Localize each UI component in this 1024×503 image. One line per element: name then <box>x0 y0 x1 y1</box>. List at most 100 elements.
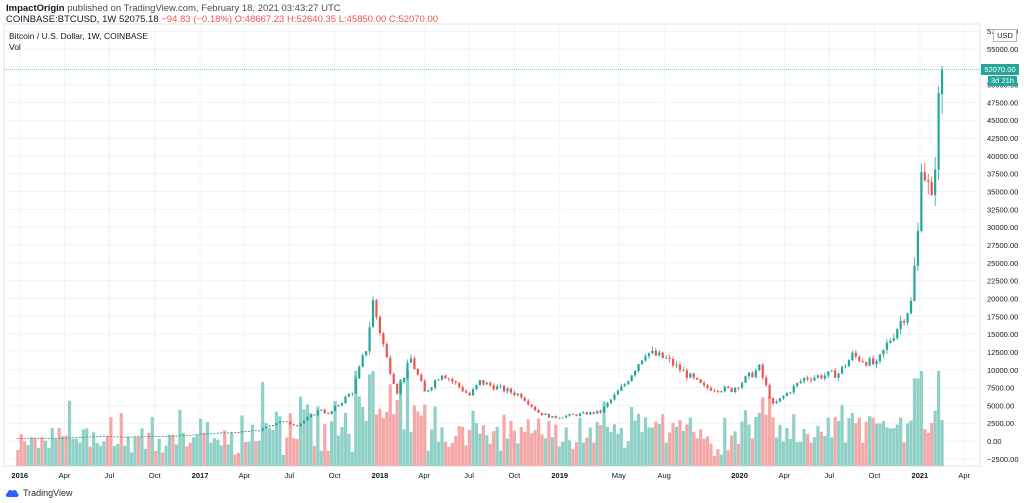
candle-body <box>568 414 571 416</box>
volume-bar <box>516 443 520 466</box>
candle-body <box>785 392 788 396</box>
candle-body <box>461 387 464 392</box>
volume-bar <box>785 428 789 466</box>
volume-bar <box>354 371 358 466</box>
legend-title[interactable]: Bitcoin / U.S. Dollar, 1W, COINBASE <box>9 31 148 41</box>
volume-bar <box>230 432 234 466</box>
volume-bar <box>647 427 651 466</box>
footer-brand[interactable]: TradingView <box>4 487 73 499</box>
candle-body <box>316 410 319 416</box>
candle-body <box>247 431 250 432</box>
candle-body <box>775 401 778 404</box>
x-tick-label: Aug <box>658 471 671 480</box>
volume-bar <box>505 438 510 466</box>
volume-bar <box>761 397 765 466</box>
volume-bar <box>343 412 348 466</box>
volume-bar <box>771 417 775 466</box>
price-scale[interactable]: 57500.0055000.0052500.0050000.0047500.00… <box>987 27 1019 464</box>
volume-bar <box>736 443 741 466</box>
candle-body <box>534 406 537 411</box>
candle-body <box>178 435 181 436</box>
candle-body <box>361 355 364 367</box>
volume-legend-label[interactable]: Vol <box>9 42 21 52</box>
volume-bar <box>85 428 89 466</box>
candle-body <box>206 433 209 435</box>
candle-body <box>768 385 771 399</box>
candle-body <box>675 364 678 366</box>
candle-body <box>378 316 382 334</box>
candle-body <box>102 435 106 437</box>
candle-body <box>216 432 219 434</box>
volume-bar <box>636 413 641 466</box>
volume-bar <box>923 428 927 466</box>
volume-bar <box>874 423 879 466</box>
candle-body <box>516 393 519 396</box>
candle-body <box>916 231 920 266</box>
candle-body <box>147 436 150 437</box>
candle-body <box>747 372 751 377</box>
currency-badge[interactable]: USD <box>993 29 1017 42</box>
volume-bar <box>105 435 110 466</box>
volume-bar <box>292 438 296 466</box>
candle-body <box>51 437 54 439</box>
volume-bar <box>233 454 237 466</box>
volume-bar <box>54 438 58 466</box>
publisher-name[interactable]: ImpactOrigin <box>6 3 65 14</box>
volume-bar <box>930 423 934 466</box>
candle-body <box>489 382 492 386</box>
volume-bar <box>361 407 365 466</box>
candle-body <box>482 380 485 385</box>
volume-bar <box>905 423 910 466</box>
candle-body <box>213 433 216 435</box>
volume-bar <box>757 412 761 466</box>
volume-bar <box>285 437 289 466</box>
candle-body <box>899 320 902 330</box>
volume-bar <box>799 441 803 466</box>
candle-body <box>506 388 509 392</box>
candle-body <box>92 436 95 438</box>
volume-bar <box>937 371 941 466</box>
volume-bar <box>133 436 137 466</box>
volume-bar <box>305 404 310 466</box>
candle-body <box>513 392 516 396</box>
volume-bar <box>195 434 199 466</box>
volume-bar <box>109 417 113 466</box>
candle-body <box>199 433 202 435</box>
volume-bar <box>74 438 79 466</box>
candle-body <box>702 382 706 386</box>
x-tick-label: 2020 <box>731 471 748 480</box>
volume-bar <box>223 430 227 466</box>
candle-body <box>358 366 361 379</box>
candle-body <box>799 381 802 384</box>
volume-bar <box>902 442 906 466</box>
candle-body <box>637 364 640 371</box>
candle-body <box>164 436 168 438</box>
candle-body <box>903 320 906 323</box>
candle-body <box>627 381 630 385</box>
volume-bar <box>161 452 165 466</box>
volume-bar <box>412 405 417 466</box>
volume-bar <box>843 442 848 466</box>
y-tick-label: 17500.00 <box>987 312 1018 321</box>
volume-bar <box>909 420 913 466</box>
candle-body <box>720 391 723 393</box>
volume-bar <box>778 424 782 466</box>
candle-body <box>530 404 533 407</box>
volume-bar <box>47 447 51 466</box>
x-tick-label: Apr <box>239 471 251 480</box>
candle-body <box>806 377 809 380</box>
candle-body <box>920 172 923 232</box>
candle-body <box>68 437 71 439</box>
volume-bar <box>102 441 106 466</box>
volume-bar <box>250 424 254 466</box>
time-scale[interactable]: 2016 Apr Jul Oct 2017 Apr Jul Oct 2018 Apr Jul Oct 2… <box>11 471 970 480</box>
candle-body <box>782 395 785 399</box>
candle-body <box>233 432 237 434</box>
y-tick-label: 37500.00 <box>987 170 1018 179</box>
volume-bar <box>416 411 420 466</box>
volume-bar <box>578 417 582 466</box>
volume-bar <box>278 416 282 466</box>
candle-body <box>592 412 595 414</box>
candle-body <box>171 435 175 437</box>
